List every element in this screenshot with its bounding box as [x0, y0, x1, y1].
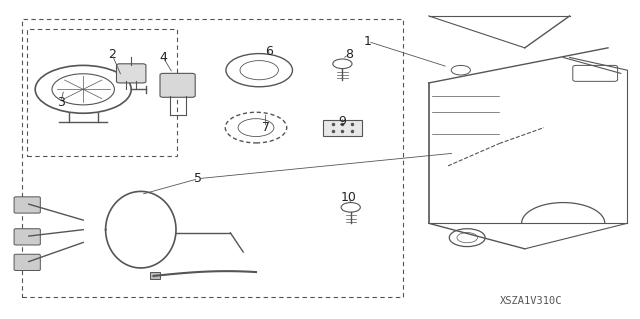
Text: 9: 9 [339, 115, 346, 128]
Bar [150, 272, 160, 279]
Text: 6: 6 [265, 45, 273, 57]
Text: 10: 10 [341, 191, 356, 204]
Bar [323, 120, 362, 136]
Text: 5: 5 [195, 172, 202, 185]
Text: 3: 3 [57, 96, 65, 108]
Text: 2: 2 [108, 48, 116, 61]
FancyBboxPatch shape [14, 197, 40, 213]
Text: 7: 7 [262, 121, 269, 134]
Text: 8: 8 [345, 48, 353, 61]
Text: XSZA1V310C: XSZA1V310C [500, 296, 563, 306]
Text: 4: 4 [159, 51, 167, 64]
FancyBboxPatch shape [14, 254, 40, 271]
FancyBboxPatch shape [116, 64, 146, 83]
FancyBboxPatch shape [14, 229, 40, 245]
FancyBboxPatch shape [160, 73, 195, 97]
Text: 1: 1 [364, 35, 372, 48]
